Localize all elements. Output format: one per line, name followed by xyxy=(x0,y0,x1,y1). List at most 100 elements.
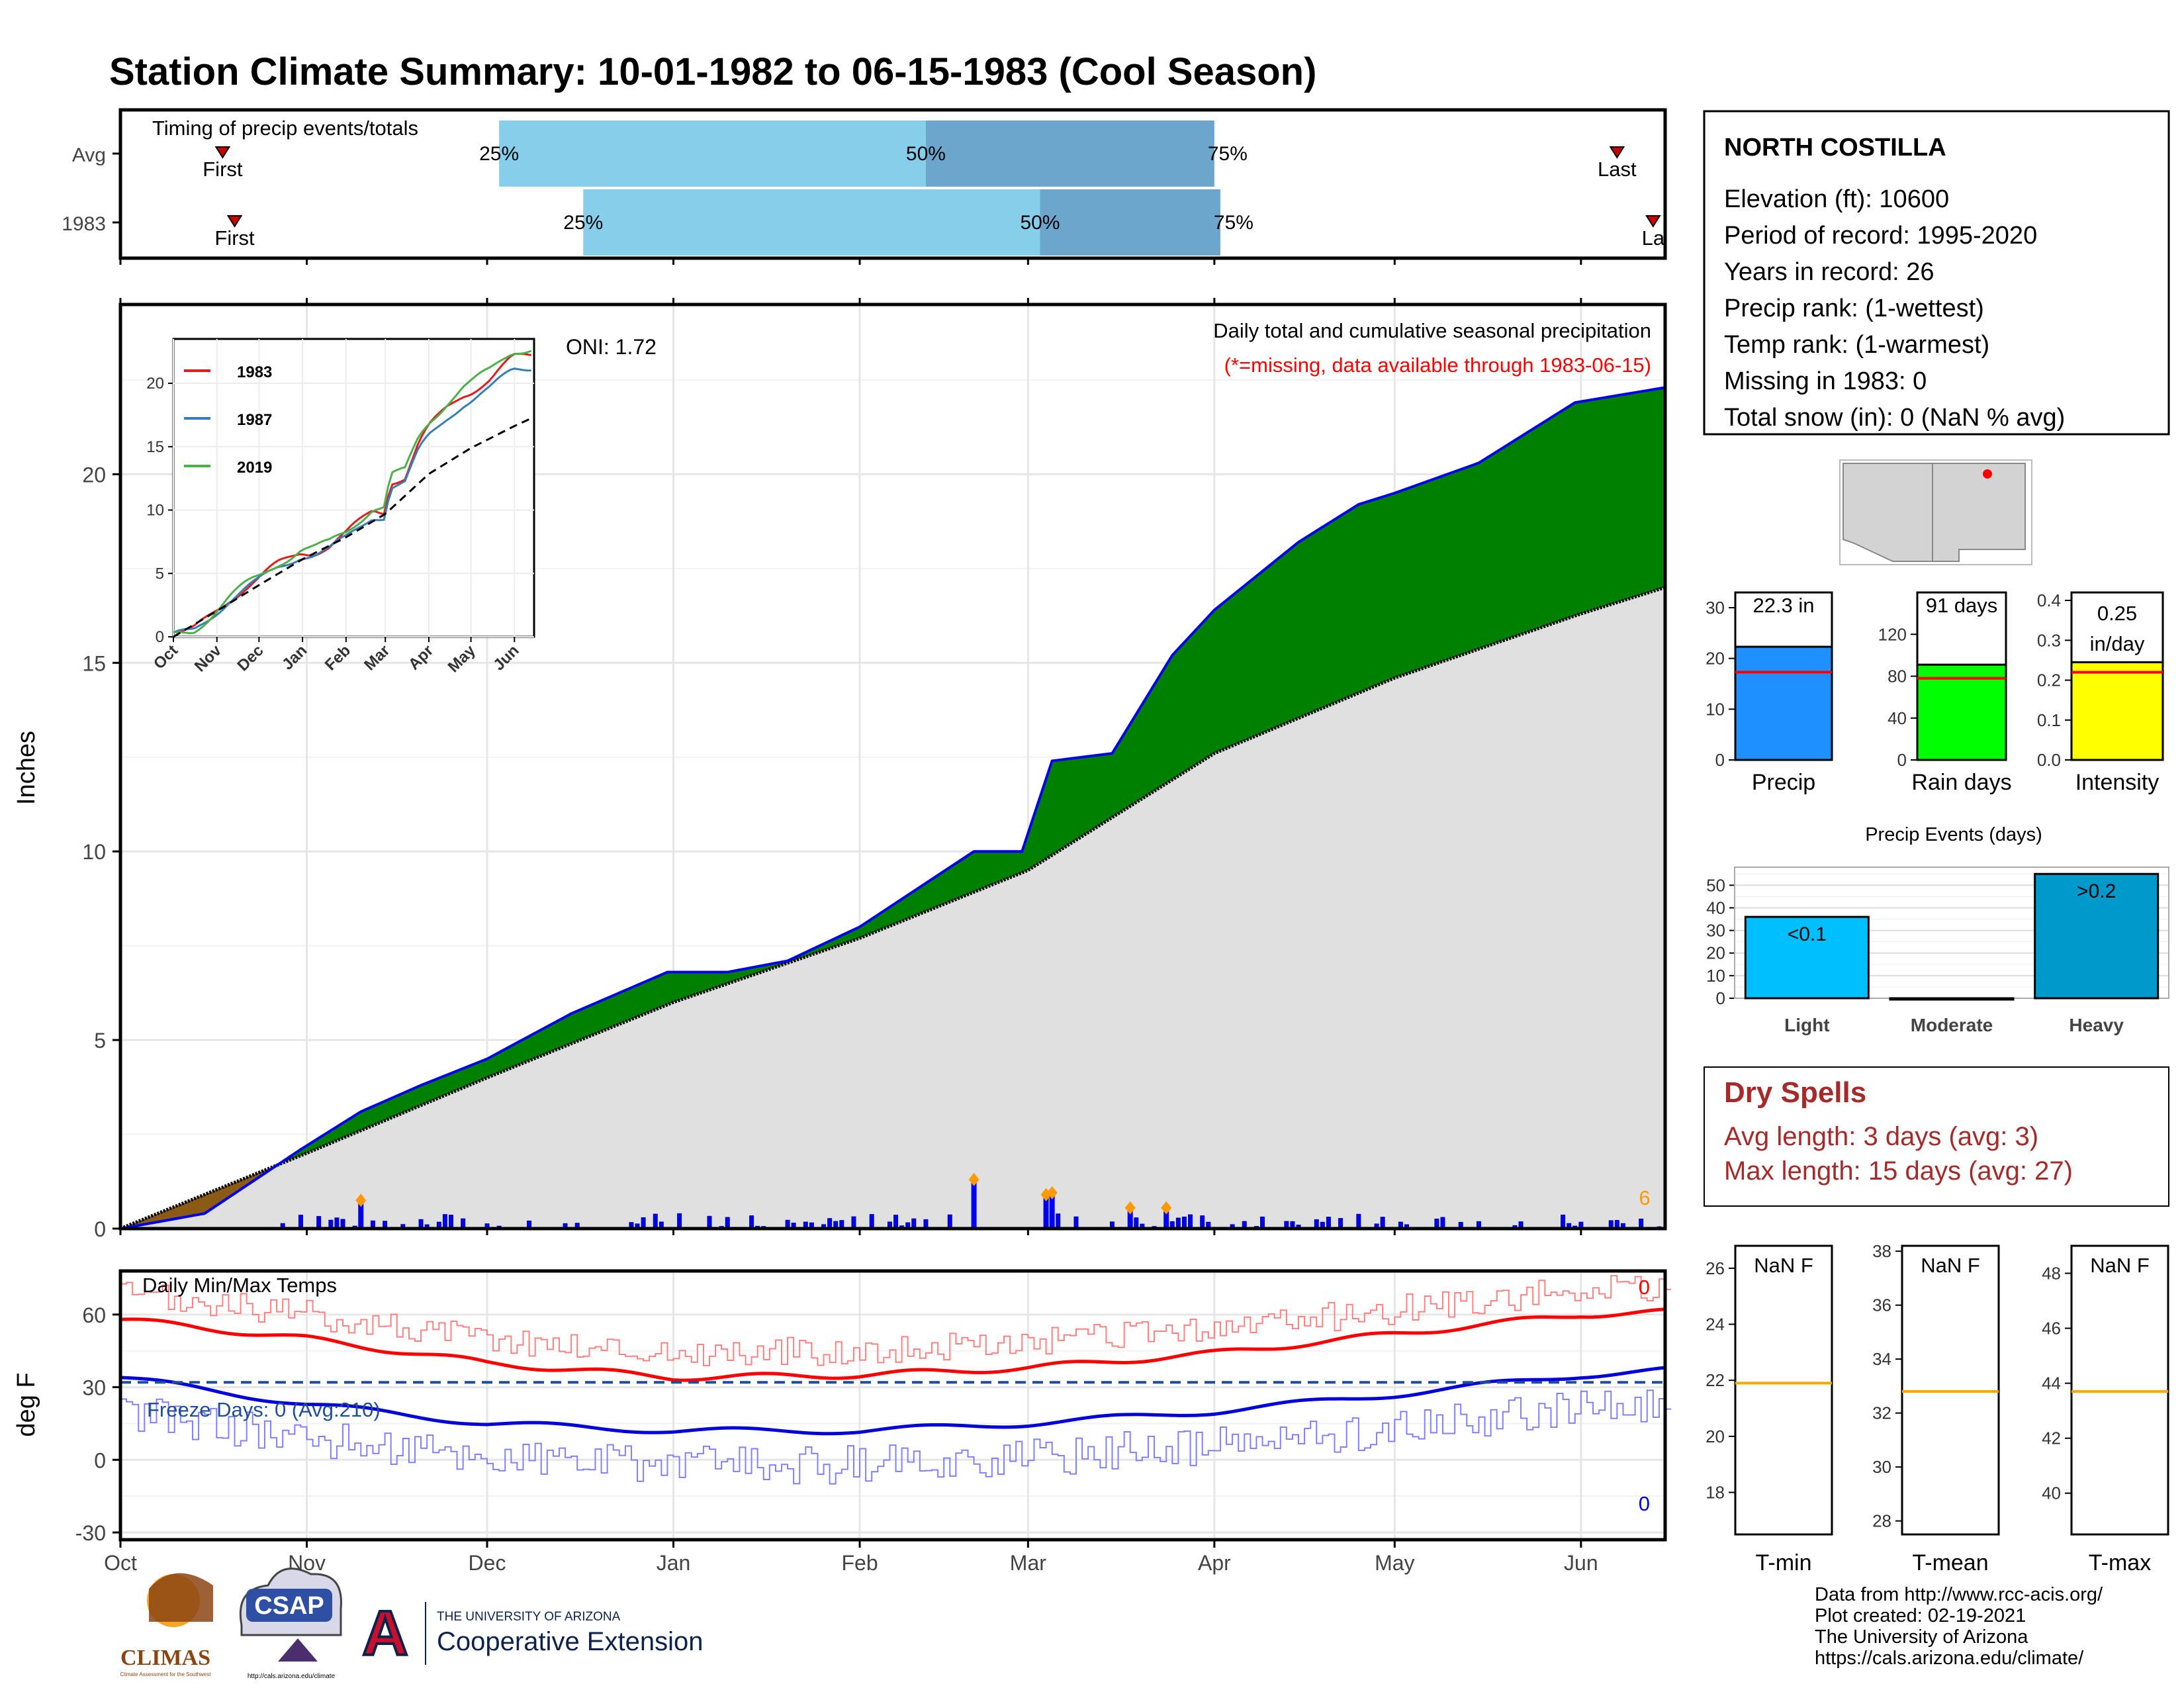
precip-cumulative-line xyxy=(120,386,1666,1230)
tbox-ytick-label: 46 xyxy=(2042,1319,2061,1338)
timing-q25-q50-bar xyxy=(583,189,1040,256)
temperature-summary-boxes: 18 20 22 24 26 NaN F T-min 28 30 32 34 36 38 NaN F T-m… xyxy=(1706,1241,2169,1575)
temp-title: Daily Min/Max Temps xyxy=(142,1274,337,1297)
summary-value-bar xyxy=(1734,645,1833,761)
tbox-ytick-label: 40 xyxy=(2042,1483,2061,1503)
tbox-ytick-label: 44 xyxy=(2042,1374,2061,1393)
daily-precip-bar xyxy=(1356,1213,1361,1229)
tbox-ytick-label: 20 xyxy=(1706,1427,1725,1446)
locator-map xyxy=(1839,459,2032,565)
summary-ytick-label: 80 xyxy=(1888,667,1907,686)
footer-credit-line: Plot created: 02-19-2021 xyxy=(1815,1605,2026,1626)
daily-precip-bar xyxy=(893,1215,899,1229)
timing-q25-q50-bar xyxy=(499,120,926,187)
heavy-event-marker xyxy=(355,1194,367,1207)
daily-precip-bar xyxy=(1056,1213,1061,1229)
station-info-line: Period of record: 1995-2020 xyxy=(1724,222,2037,250)
summary-ytick-label: 0 xyxy=(1897,750,1907,770)
events-category-label: Moderate xyxy=(1911,1015,1993,1035)
summary-ytick-label: 120 xyxy=(1878,624,1907,644)
tbox-ytick-label: 30 xyxy=(1872,1457,1891,1477)
map-state-nm xyxy=(1932,463,2026,562)
daily-precip-bar-large xyxy=(1049,1192,1055,1229)
tbox-ytick-label: 36 xyxy=(1872,1295,1891,1315)
ua-block-a-icon: A xyxy=(362,1598,408,1669)
last-event-marker xyxy=(1645,215,1661,228)
summary-value-unit: in/day xyxy=(2090,632,2145,655)
average-min-temp-line xyxy=(120,1366,1666,1436)
precip-yticks: 0 5 10 15 20 xyxy=(82,298,1582,1241)
csap-badge xyxy=(246,1589,332,1622)
tbox-label: T-max xyxy=(2089,1550,2151,1575)
temp-xtick-label: May xyxy=(1375,1551,1414,1575)
first-event-label: First xyxy=(214,226,255,250)
daily-precip-bar-large xyxy=(1043,1194,1049,1229)
summary-value-label: 91 days xyxy=(1926,594,1998,617)
temp-xtick-label: Mar xyxy=(1010,1551,1046,1575)
tbox-ytick-label: 48 xyxy=(2042,1264,2061,1284)
station-name: NORTH COSTILLA xyxy=(1724,134,1946,162)
daily-precip-bar xyxy=(316,1216,322,1229)
daily-precip-bar xyxy=(947,1214,952,1229)
station-location-marker xyxy=(1983,469,1992,479)
inset-series-line xyxy=(173,367,531,633)
timing-q75-label: 75% xyxy=(1214,212,1253,234)
summary-value-bar xyxy=(1916,663,2007,761)
summary-bar-label: Precip xyxy=(1752,770,1815,795)
daily-precip-bar-large xyxy=(971,1179,977,1229)
footer: CLIMAS Climate Assessment for the Southw… xyxy=(120,1568,2103,1680)
precip-events-title: Precip Events (days) xyxy=(1865,824,2042,845)
last-event-marker xyxy=(1609,146,1625,159)
daily-precip-bar xyxy=(1260,1216,1265,1229)
daily-precip-bar xyxy=(448,1215,453,1229)
daily-precip-bar xyxy=(1326,1217,1331,1229)
ua-small-text: THE UNIVERSITY OF ARIZONA xyxy=(437,1610,621,1624)
events-category-label: Heavy xyxy=(2069,1015,2124,1035)
timing-row-label: Avg xyxy=(72,144,106,166)
precip-average-line xyxy=(120,585,1666,1231)
footer-credit-line: Data from http://www.rcc-acis.org/ xyxy=(1815,1584,2103,1605)
tbox-ytick-label: 28 xyxy=(1872,1511,1891,1531)
temp-panel: Daily Min/Max Temps Freeze Days: 0 (Avg:… xyxy=(13,1269,1672,1575)
climas-logo: CLIMAS Climate Assessment for the Southw… xyxy=(120,1573,213,1677)
events-category-label: Light xyxy=(1784,1015,1829,1035)
timing-q50-q75-bar xyxy=(925,120,1214,187)
event-count: 6 xyxy=(1639,1186,1650,1209)
temp-ylabel: deg F xyxy=(13,1372,40,1436)
climas-logo-subtext: Climate Assessment for the Southwest xyxy=(120,1671,212,1677)
heavy-event-marker xyxy=(968,1172,979,1186)
timing-q25-label: 25% xyxy=(479,143,519,165)
tbox-ytick-label: 34 xyxy=(1872,1349,1891,1369)
precip-ylabel: Inches xyxy=(13,731,40,805)
daily-precip-bar xyxy=(1440,1217,1445,1229)
missing-note: (*=missing, data available through 1983-… xyxy=(1224,353,1651,377)
precip-ytick-label: 5 xyxy=(94,1029,106,1053)
temp-bottom-count: 0 xyxy=(1639,1492,1650,1515)
temp-frame xyxy=(118,1269,1667,1542)
temp-xtick-label: Dec xyxy=(469,1551,506,1575)
first-event-marker xyxy=(214,146,231,159)
last-event-label: La xyxy=(1642,226,1665,250)
tbox-label: T-min xyxy=(1756,1550,1812,1575)
daily-precip-bar xyxy=(1380,1217,1385,1229)
summary-ytick-label: 0.4 xyxy=(2037,590,2061,610)
daily-precip-bar xyxy=(442,1214,447,1229)
first-event-label: First xyxy=(203,158,243,181)
daily-precip-bar-large xyxy=(358,1200,364,1229)
inset-ytick-label: 5 xyxy=(156,565,164,583)
summary-ytick-label: 0.3 xyxy=(2037,630,2061,650)
daily-precip-bar xyxy=(1561,1214,1566,1229)
inset-ytick-label: 15 xyxy=(146,438,164,456)
timing-panel: Timing of precip events/totals Avg 25% 50%… xyxy=(62,108,1667,265)
inset-ytick-label: 20 xyxy=(146,375,164,393)
summary-ytick-label: 30 xyxy=(1706,598,1725,618)
precip-daily-bars xyxy=(280,1172,1662,1229)
station-frame xyxy=(1703,110,2170,436)
precip-ytick-label: 10 xyxy=(82,840,106,864)
tbox-ytick-label: 24 xyxy=(1706,1315,1725,1335)
tbox-ytick-label: 18 xyxy=(1706,1483,1725,1503)
tbox-label: T-mean xyxy=(1912,1550,1988,1575)
events-ytick-label: 50 xyxy=(1706,875,1725,895)
daily-precip-bar-large xyxy=(1127,1207,1133,1229)
